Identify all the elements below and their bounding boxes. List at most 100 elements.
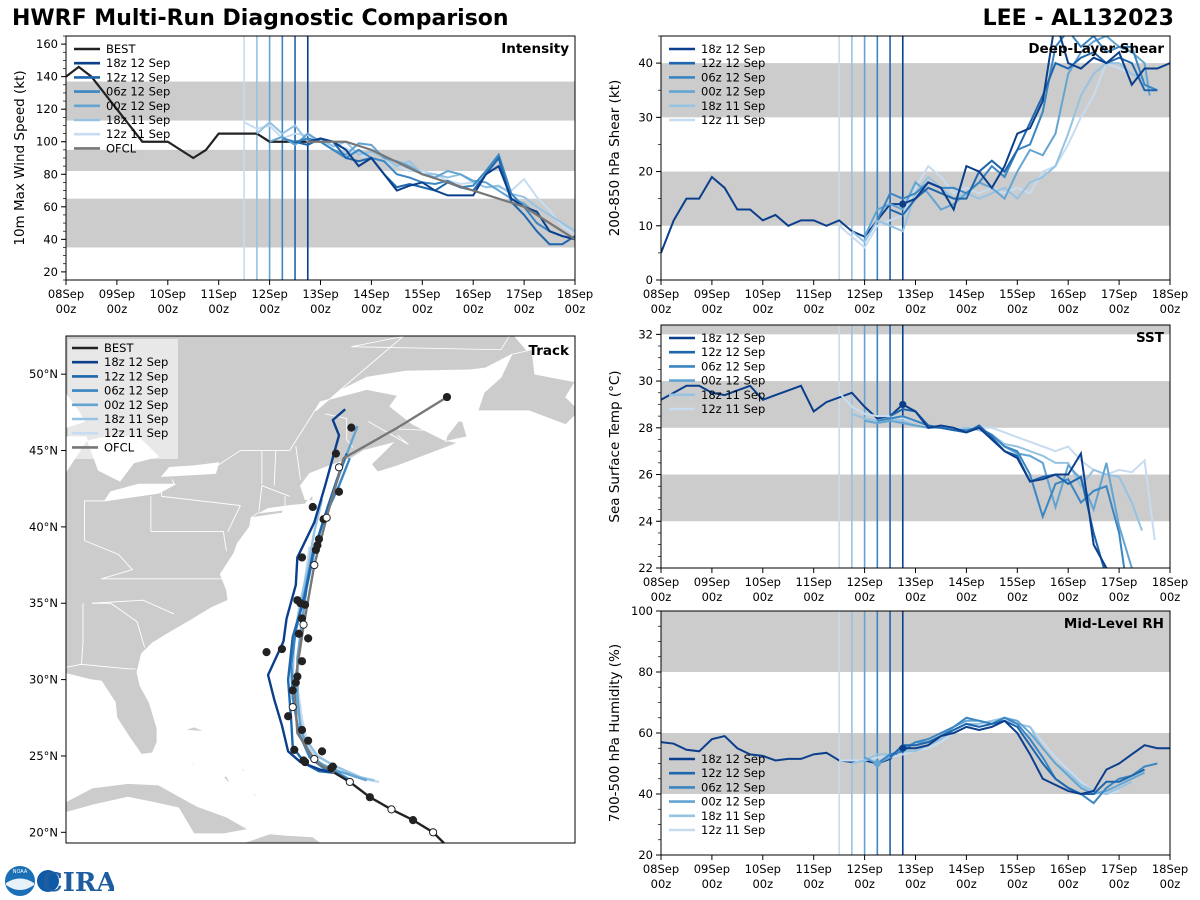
x-tick-label: 13Sep: [302, 287, 338, 301]
x-tick-label: 12Sep: [251, 287, 287, 301]
series-line-2: [877, 415, 1126, 568]
puerto-rico-land: [354, 855, 380, 864]
legend-entry: 18z 11 Sep: [104, 412, 168, 426]
x-tick-label: 08Sep: [643, 287, 679, 301]
track-position-marker: [297, 657, 307, 666]
x-tick-label: 00z: [1007, 302, 1028, 316]
track-position-marker: [317, 747, 327, 756]
political-border: [338, 336, 405, 392]
x-tick-label: 00z: [702, 302, 723, 316]
sst-panel: 22242628303208Sep00z09Sep00z10Sep00z11Se…: [607, 324, 1188, 604]
x-tick-label: 17Sep: [1101, 287, 1137, 301]
gulf-st-lawrence-water: [315, 353, 513, 441]
x-tick-label: 00z: [1058, 877, 1079, 891]
x-tick-label: 17Sep: [1101, 575, 1137, 589]
y-tick-label: 60: [638, 726, 653, 740]
storm-id: LEE - AL132023: [982, 6, 1174, 31]
bahamas-island-5: [252, 792, 260, 798]
threshold-band: [661, 474, 1170, 522]
intensity-panel: 2040608010012014016008Sep00z09Sep00z10Se…: [12, 35, 593, 316]
ofcl-position-marker: [334, 463, 344, 472]
legend-entry: 18z 11 Sep: [701, 388, 765, 402]
x-tick-label: 13Sep: [897, 287, 933, 301]
track-position-marker: [328, 762, 337, 771]
track-position-marker: [331, 449, 341, 458]
globe-icon: [37, 870, 59, 892]
x-tick-label: 00z: [1160, 590, 1181, 604]
lat-tick-label: 20°N: [29, 825, 58, 839]
political-border: [368, 421, 409, 445]
x-tick-label: 00z: [956, 877, 977, 891]
x-tick-label: 00z: [259, 302, 280, 316]
y-tick-label: 100: [631, 604, 653, 618]
x-tick-label: 00z: [803, 877, 824, 891]
track-position-marker: [291, 678, 300, 687]
legend-entry: 12z 11 Sep: [701, 823, 765, 837]
x-tick-label: 16Sep: [455, 287, 491, 301]
x-tick-label: 00z: [905, 590, 926, 604]
x-tick-label: 09Sep: [694, 287, 730, 301]
best-position-marker: [428, 828, 438, 837]
x-tick-label: 12Sep: [846, 575, 882, 589]
political-border: [258, 485, 290, 512]
x-tick-label: 18Sep: [1152, 575, 1188, 589]
legend-entry: 12z 11 Sep: [701, 113, 765, 127]
lat-tick-label: 50°N: [29, 367, 58, 381]
rh-plot-area: [661, 611, 1170, 855]
y-tick-label: 160: [36, 37, 58, 51]
x-tick-label: 00z: [1160, 877, 1181, 891]
legend-entry: 18z 11 Sep: [106, 113, 170, 127]
legend-entry: 12z 12 Sep: [106, 70, 170, 84]
y-axis-label: 200-850 hPa Shear (kt): [607, 80, 623, 237]
y-tick-label: 40: [43, 232, 58, 246]
x-tick-label: 00z: [56, 302, 77, 316]
shear-panel: 01020304008Sep00z09Sep00z10Sep00z11Sep00…: [607, 35, 1188, 316]
legend-entry: 06z 12 Sep: [106, 85, 170, 99]
ofcl-track-line: [293, 396, 448, 774]
track-position-marker: [300, 600, 310, 609]
legend-entry: 06z 12 Sep: [701, 70, 765, 84]
history-line: [661, 384, 904, 420]
legend-entry: 12z 11 Sep: [104, 426, 168, 440]
track-position-marker: [294, 629, 304, 638]
x-tick-label: 16Sep: [1050, 287, 1086, 301]
x-tick-label: 00z: [463, 302, 484, 316]
bahamas-island-2: [207, 747, 221, 758]
bahamas-island-4: [241, 767, 246, 774]
cira-wordmark: CIRA: [42, 868, 114, 898]
x-tick-label: 15Sep: [999, 287, 1035, 301]
y-tick-label: 80: [43, 167, 58, 181]
legend-entry: 00z 12 Sep: [701, 795, 765, 809]
x-tick-label: 12Sep: [846, 862, 882, 876]
political-border: [84, 500, 105, 541]
init-marker: [899, 400, 907, 409]
track-position-marker: [277, 644, 287, 654]
x-tick-label: 00z: [514, 302, 535, 316]
x-tick-label: 00z: [1058, 302, 1079, 316]
threshold-band: [661, 611, 1170, 672]
cira-logo: NOAA CIRA: [5, 866, 114, 898]
legend-entry: 06z 12 Sep: [701, 780, 765, 794]
x-tick-label: 14Sep: [948, 575, 984, 589]
series-line-1: [889, 719, 1145, 795]
shear-plot-area: [661, 36, 1170, 280]
threshold-band: [661, 325, 1170, 335]
series-line-4: [851, 62, 1145, 244]
noaa-gull-icon: [6, 878, 34, 890]
track-position-marker: [288, 686, 297, 695]
x-tick-label: 00z: [702, 877, 723, 891]
long-island-land: [250, 509, 285, 519]
y-axis-label: 10m Max Wind Speed (kt): [12, 70, 28, 245]
x-tick-label: 11Sep: [796, 287, 832, 301]
x-tick-label: 00z: [752, 302, 773, 316]
legend-entry: 06z 12 Sep: [104, 384, 168, 398]
init-marker: [899, 744, 907, 752]
track-frame: [65, 335, 576, 844]
bahamas-island-1: [190, 752, 196, 772]
intensity-plot-area: [66, 36, 575, 280]
best-track-line: [66, 65, 308, 160]
x-tick-label: 00z: [803, 590, 824, 604]
